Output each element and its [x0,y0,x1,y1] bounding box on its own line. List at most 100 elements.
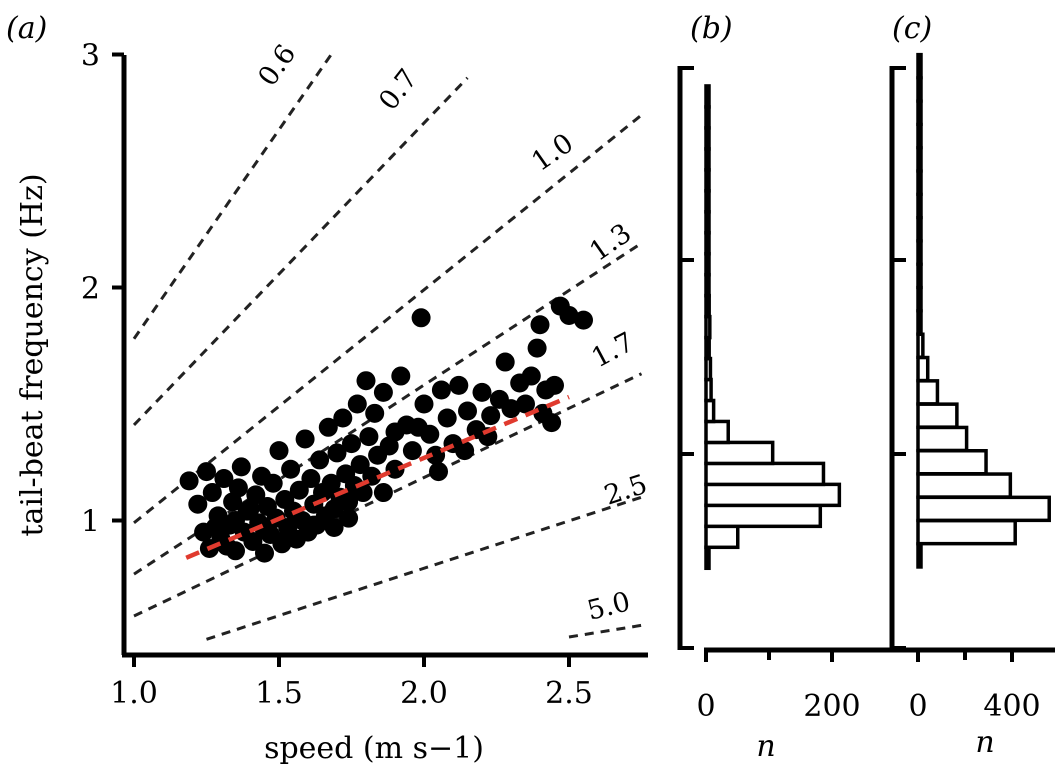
data-point [365,403,385,423]
data-point [321,473,341,493]
data-point [263,473,283,493]
data-point [350,455,370,475]
data-point [429,462,448,482]
data-point [408,417,428,437]
data-point [304,515,324,535]
data-point [202,483,222,503]
data-point [228,478,248,498]
data-point [373,483,393,503]
scatter-axes: 1 2 3 1.0 1.5 2.0 2.5 [81,39,648,711]
y-tick-label: 2 [81,272,100,307]
histogram-c-axes: 0 400 [889,66,1055,724]
histogram-c: 0 400 n [889,52,1055,760]
reference-line-label: 1.7 [587,327,639,375]
histogram-bar [916,379,940,406]
histogram-x-tick-label: 0 [696,689,715,724]
histogram-bar [704,147,711,172]
x-axis-title: speed (m s−1) [264,731,484,766]
reference-line [133,113,643,524]
histogram-bar [704,377,713,403]
histogram-bar [916,285,923,313]
data-point [217,536,237,556]
histogram-bar [916,216,923,243]
data-point [240,499,260,519]
histogram-bar [916,472,1013,499]
data-point [289,480,309,500]
data-point [188,494,208,514]
data-point [559,305,579,325]
data-point [333,408,353,428]
y-tick-label: 1 [81,505,100,540]
data-point [324,517,344,537]
panel-c-label: (c) [892,11,932,46]
histogram-bar [916,332,925,359]
histogram-bar [916,239,923,266]
reference-line [132,76,469,427]
data-point [542,413,562,433]
data-point [295,429,315,449]
histogram-c-bars [916,52,1051,569]
data-point [414,394,434,414]
histogram-bar [704,356,713,382]
histogram-bar [916,192,923,220]
x-tick-label: 2.5 [545,676,593,711]
data-point [342,434,361,454]
reference-line-label: 1.3 [584,218,637,268]
data-point [458,401,477,421]
panel-a-label: (a) [6,11,47,46]
histogram-bar [704,398,716,424]
histogram-bar [916,52,923,80]
data-point [516,394,535,414]
data-point [197,462,216,482]
histogram-x-tick-label: 0 [908,689,927,724]
data-point [226,511,245,530]
data-point [255,543,274,563]
histogram-bar [916,122,923,150]
histogram-bar [916,99,923,126]
histogram-bar [916,425,969,453]
histogram-bar [916,402,959,429]
histogram-bar [704,272,711,298]
histogram-bar [916,542,923,569]
histogram-bar [704,126,711,151]
histogram-bar [916,262,923,290]
histogram-bar [704,84,711,109]
data-point [437,408,457,428]
fit-line-group [185,394,570,560]
data-point [347,394,367,414]
histogram-bar [704,440,775,466]
histogram-bar [704,503,823,529]
histogram-bar [704,251,711,277]
histogram-bar [704,168,711,193]
x-tick-label: 1.0 [110,676,158,711]
histogram-bar [704,524,740,550]
scatter-panel: 0.6 0.7 1.0 1.3 1.7 2.5 5.0 1 2 3 1.0 1.5 2.0 2.5 sp… [15,39,651,766]
data-point [269,441,289,461]
histogram-bar [916,169,923,196]
histogram-bar [704,419,730,445]
data-point [402,441,422,461]
data-point [373,382,393,402]
reference-line-label: 0.6 [252,39,302,92]
data-point [356,371,376,391]
y-tick-label: 3 [81,39,100,74]
x-tick-label: 1.5 [255,676,303,711]
histogram-bar [704,230,711,256]
histogram-bar [916,76,923,103]
data-point [426,445,446,465]
data-point [339,508,359,528]
data-point [231,457,251,477]
y-axis-title: tail-beat frequency (Hz) [15,173,50,536]
histogram-bar [704,482,842,508]
histogram-bar [916,495,1051,523]
data-point [205,517,225,537]
histogram-bar [916,355,930,383]
histogram-bar [704,335,711,361]
data-point [243,531,263,551]
data-point [481,406,501,426]
histogram-bar [916,146,923,173]
data-point [278,527,298,547]
x-tick-label: 2.0 [400,676,448,711]
histogram-b-xlabel: n [756,729,775,764]
